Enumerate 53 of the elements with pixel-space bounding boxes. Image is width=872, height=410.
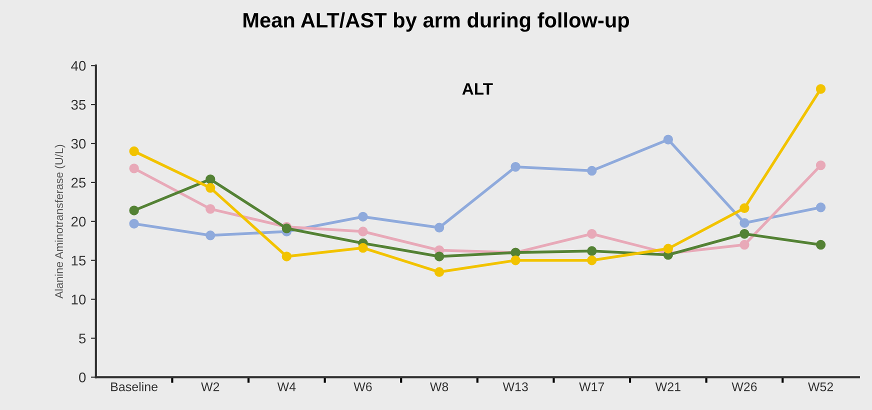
point xyxy=(206,183,216,193)
point xyxy=(510,162,520,172)
point xyxy=(663,244,674,254)
point xyxy=(206,204,216,214)
point xyxy=(587,246,597,256)
x-tick-label: W6 xyxy=(354,382,372,392)
point xyxy=(740,240,750,250)
point xyxy=(816,160,826,170)
point xyxy=(129,218,139,229)
point xyxy=(740,229,750,239)
point xyxy=(358,226,368,236)
point xyxy=(740,203,750,214)
x-tick-label: W2 xyxy=(201,382,220,392)
point xyxy=(129,206,139,216)
point xyxy=(816,84,826,94)
point xyxy=(663,134,674,144)
point xyxy=(206,230,216,240)
point xyxy=(282,252,292,262)
point xyxy=(510,255,520,266)
point xyxy=(816,240,826,250)
point xyxy=(816,202,826,212)
point xyxy=(587,229,597,239)
y-tick-label: 0 xyxy=(79,372,86,382)
point xyxy=(129,164,139,174)
point xyxy=(740,218,750,228)
point xyxy=(434,267,444,277)
y-tick-label: 25 xyxy=(71,178,86,188)
point xyxy=(358,243,368,253)
y-tick-label: 5 xyxy=(79,334,86,344)
y-tick-label: 30 xyxy=(71,138,86,149)
y-axis-title: Alanine Aminotransferase (U/L) xyxy=(54,144,66,299)
x-tick-label: W21 xyxy=(655,382,680,392)
point xyxy=(434,252,444,262)
point xyxy=(206,174,216,184)
x-tick-label: W17 xyxy=(579,382,604,392)
point xyxy=(434,222,444,232)
y-tick-label: 15 xyxy=(72,256,86,266)
x-tick-label: W52 xyxy=(808,382,833,392)
point xyxy=(358,212,368,222)
x-tick-label: W26 xyxy=(732,382,757,392)
point xyxy=(129,146,139,156)
point xyxy=(587,255,597,266)
x-tick-label: W8 xyxy=(430,382,448,392)
y-tick-label: 40 xyxy=(71,60,86,71)
y-tick-label: 20 xyxy=(71,216,86,227)
chart-title: Mean ALT/AST by arm during follow-up xyxy=(244,12,630,32)
x-tick-label: W13 xyxy=(502,382,528,392)
text: ALT xyxy=(462,83,493,95)
point xyxy=(587,166,597,176)
x-tick-label: Baseline xyxy=(111,382,158,392)
x-tick-label: W4 xyxy=(277,382,296,392)
y-tick-label: 35 xyxy=(71,100,86,110)
y-tick-label: 10 xyxy=(72,294,86,304)
